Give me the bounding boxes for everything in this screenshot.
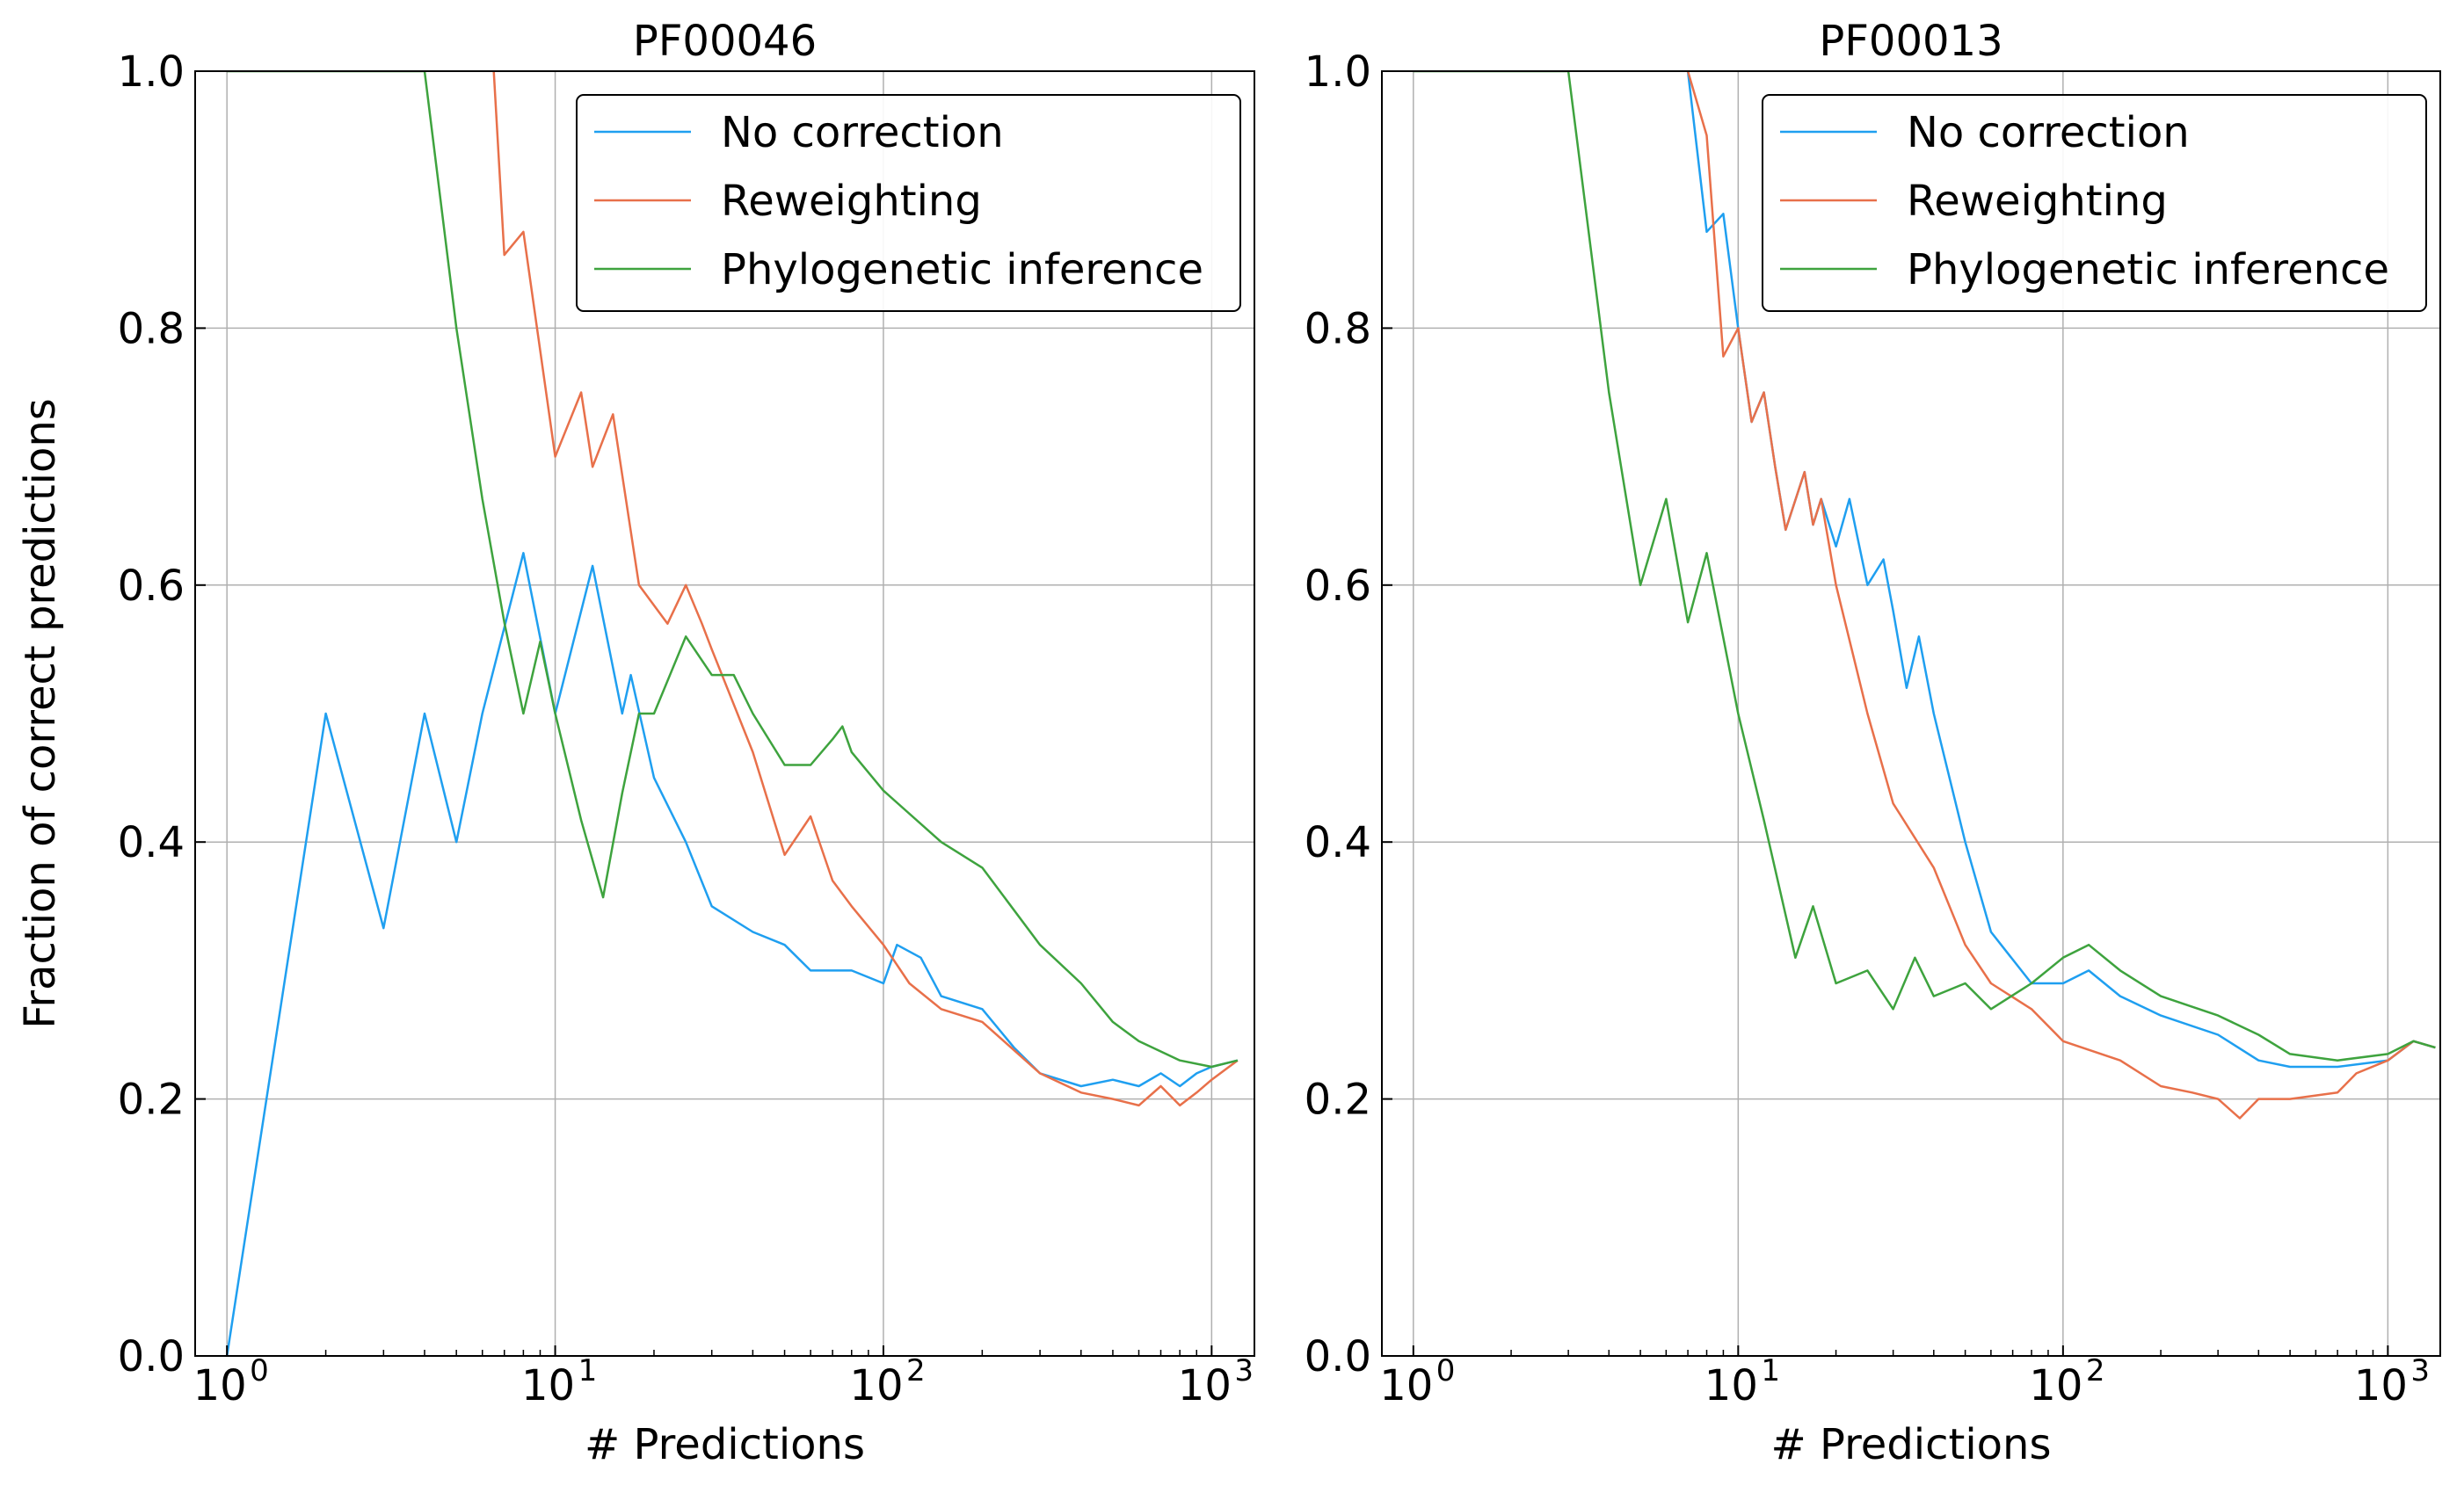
x-tick-exponent: 0 — [1436, 1353, 1456, 1388]
x-tick-exponent: 1 — [1761, 1353, 1780, 1388]
chart-title: PF00046 — [633, 17, 817, 66]
x-tick-label: 10 — [1178, 1361, 1232, 1410]
x-axis-label: # Predictions — [585, 1420, 865, 1469]
x-tick-exponent: 1 — [578, 1353, 598, 1388]
chart-title: PF00013 — [1819, 17, 2002, 66]
x-tick-label: 10 — [1379, 1361, 1433, 1410]
x-axis-ticks: 10 0 10 1 10 2 10 3 — [1379, 1345, 2430, 1410]
x-tick-exponent: 2 — [2086, 1353, 2105, 1388]
plot-frame — [194, 70, 1255, 1357]
y-tick-label: 0.6 — [1305, 562, 1371, 611]
x-tick-exponent: 3 — [2410, 1353, 2430, 1388]
x-tick-label: 10 — [1704, 1361, 1758, 1410]
x-tick-label: 10 — [2354, 1361, 2408, 1410]
legend: No correction Reweighting Phylogenetic inf… — [1762, 94, 2427, 312]
series-line-phylogenetic-inference — [1413, 71, 2436, 1062]
x-axis-ticks: 10 0 10 1 10 2 10 3 — [193, 1345, 1254, 1410]
y-tick-label: 0.8 — [1305, 304, 1371, 353]
series-line-reweighting — [1686, 71, 2436, 1120]
legend-entry: Reweighting — [721, 177, 982, 226]
x-tick-label: 10 — [193, 1361, 247, 1410]
y-tick-label: 0.2 — [1305, 1076, 1371, 1125]
series-lines — [1413, 71, 2436, 1120]
y-tick-label: 0.0 — [118, 1332, 185, 1381]
y-tick-label: 0.4 — [1305, 818, 1371, 867]
y-axis-label: Fraction of correct predictions — [16, 398, 65, 1029]
legend-box — [576, 94, 1241, 312]
y-tick-label: 0.2 — [118, 1076, 185, 1125]
series-line-reweighting — [492, 71, 1239, 1107]
legend: No correction Reweighting Phylogenetic inf… — [576, 94, 1241, 312]
series-line-no-correction — [225, 552, 1239, 1356]
series-line-phylogenetic-inference — [227, 71, 1239, 1069]
x-tick-label: 10 — [849, 1361, 903, 1410]
y-tick-label: 0.4 — [118, 818, 185, 867]
x-tick-label: 10 — [521, 1361, 575, 1410]
chart-panel-pf00013: 10 0 10 1 10 2 10 3 0.00.20.40.60.81.0 PF00013 … — [1305, 17, 2441, 1469]
legend-entry: No correction — [1907, 108, 2190, 157]
x-tick-label: 10 — [2029, 1361, 2082, 1410]
series-lines — [225, 71, 1239, 1356]
y-tick-label: 0.8 — [118, 304, 185, 353]
y-tick-label: 1.0 — [118, 47, 185, 97]
legend-entry: Phylogenetic inference — [1907, 245, 2389, 294]
x-axis-label: # Predictions — [1771, 1420, 2052, 1469]
legend-entry: Reweighting — [1907, 177, 2168, 226]
x-tick-exponent: 2 — [906, 1353, 926, 1388]
legend-entry: No correction — [721, 108, 1004, 157]
legend-entry: Phylogenetic inference — [721, 245, 1203, 294]
x-tick-exponent: 3 — [1234, 1353, 1254, 1388]
plot-frame — [1381, 70, 2441, 1357]
y-tick-label: 1.0 — [1305, 47, 1371, 97]
y-axis-ticks: 0.0 0.2 0.4 0.6 0.8 1.0 — [118, 47, 206, 1381]
legend-box — [1762, 94, 2427, 312]
chart-panel-pf00046: 10 0 10 1 10 2 10 3 0.00.20.40.60.81.0 PF00046 … — [16, 17, 1255, 1469]
y-tick-label: 0.0 — [1305, 1332, 1371, 1381]
y-axis-ticks: 0.0 0.2 0.4 0.6 0.8 1.0 — [1305, 47, 1392, 1381]
x-tick-exponent: 0 — [250, 1353, 269, 1388]
y-tick-label: 0.6 — [118, 562, 185, 611]
